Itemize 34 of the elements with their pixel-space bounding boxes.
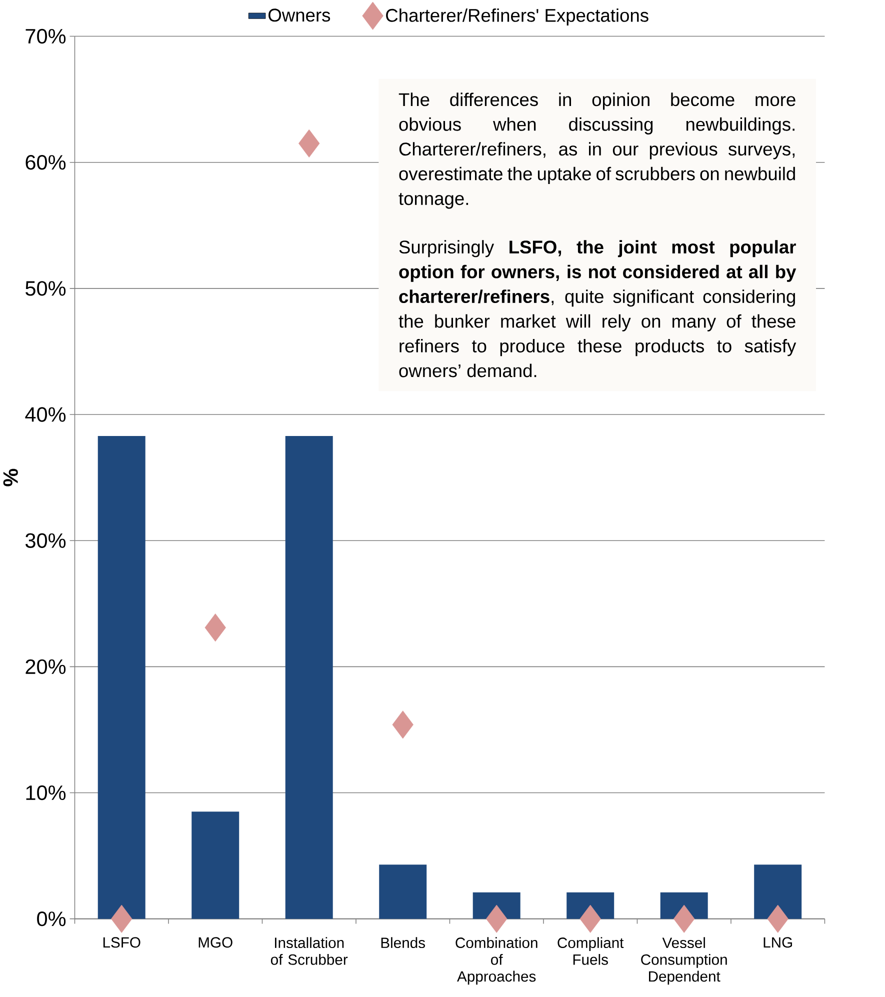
bar (754, 864, 802, 919)
legend-label: Owners (268, 8, 330, 22)
y-tick-label: 70% (26, 28, 66, 44)
bar (98, 436, 146, 919)
point (674, 904, 695, 933)
y-axis-title: % (3, 468, 18, 486)
point (486, 904, 508, 933)
x-tick-label: Combination of Approaches (456, 937, 538, 985)
annotation: The differences in opinion become more obvious when discussing newbuildings. Charterer/refiners, as in our previous surveys, overestimate the uptake of scrubbers on newbuild tonnage. (398, 92, 796, 209)
point (204, 614, 226, 642)
bar (286, 436, 334, 919)
x-tick-label: LNG (764, 937, 792, 948)
y-tick-label: 40% (25, 407, 66, 422)
annotation: Surprisingly LSFO, the joint most popular option for owners, is not considered at all by charterer/refiners, quite significant considering the bunker market will rely on many of these refiners to produce these products to satisfy owners’ demand. (398, 240, 796, 378)
bar (192, 812, 240, 919)
legend-label: Charterer/Refiners' Expectations (386, 8, 649, 26)
x-tick-label: Blends (382, 937, 426, 948)
y-tick-label: 20% (26, 659, 66, 674)
x-tick-label: Vessel Consumption Dependent (641, 937, 728, 985)
x-tick-label: Installation of Scrubber (271, 937, 348, 965)
bar (379, 864, 427, 919)
y-tick-label: 0% (37, 911, 66, 926)
y-tick-label: 60% (26, 154, 66, 170)
x-tick-label: MGO (199, 937, 233, 948)
y-tick-label: 50% (26, 281, 66, 296)
point (392, 710, 414, 739)
y-tick-label: 10% (26, 785, 66, 800)
point (298, 129, 320, 158)
x-tick-label: Compliant Fuels (558, 937, 624, 965)
point (111, 904, 132, 933)
y-tick-label: 30% (26, 533, 66, 548)
x-tick-label: LSFO (104, 937, 140, 948)
point (580, 904, 602, 933)
point (767, 904, 789, 933)
